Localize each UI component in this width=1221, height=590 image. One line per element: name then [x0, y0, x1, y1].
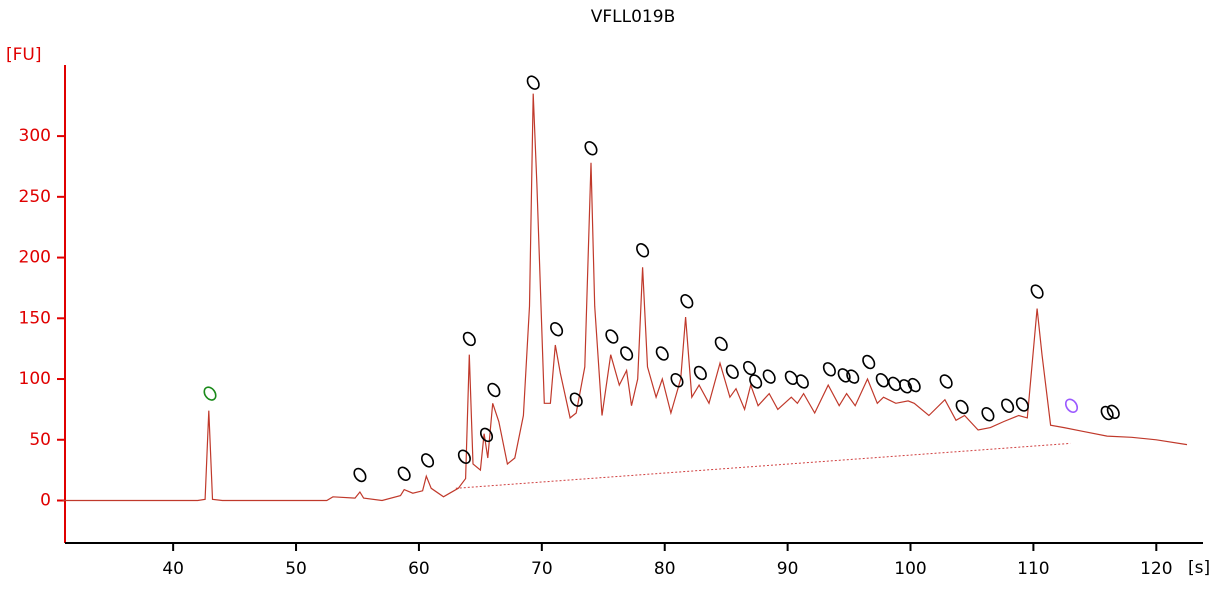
peak-marker — [670, 373, 684, 388]
peak-marker — [784, 370, 798, 386]
peak-marker — [762, 369, 776, 384]
peak-marker — [353, 467, 367, 483]
peak-marker — [888, 376, 902, 392]
peak-marker — [907, 377, 921, 393]
peak-marker — [725, 364, 739, 379]
x-axis-label: [s] — [1188, 558, 1210, 578]
peak-marker — [584, 141, 598, 156]
peak-marker — [605, 329, 619, 344]
peak-marker — [862, 354, 876, 370]
y-tick-label: 200 — [19, 248, 51, 268]
peak-marker — [487, 382, 501, 398]
peak-marker — [981, 407, 995, 422]
y-tick-label: 300 — [19, 126, 51, 146]
trace-line — [62, 93, 1188, 502]
baseline — [455, 442, 1071, 489]
peak-marker — [636, 243, 650, 258]
peak-marker — [693, 365, 707, 381]
peak-marker — [1064, 398, 1079, 413]
peak-marker — [421, 453, 435, 468]
peak-marker — [846, 369, 860, 384]
x-tick-label: 110 — [1017, 559, 1049, 579]
y-tick-label: 250 — [19, 187, 51, 207]
y-tick-label: 50 — [29, 430, 51, 450]
x-tick-label: 70 — [531, 559, 553, 579]
peak-marker — [742, 360, 757, 376]
y-axis-label: [FU] — [6, 45, 42, 65]
peak-marker — [1106, 404, 1120, 420]
peak-marker — [749, 374, 763, 389]
peak-marker — [397, 466, 411, 481]
peak-marker — [462, 331, 476, 347]
peak-marker — [526, 75, 540, 90]
x-tick-label: 50 — [285, 559, 307, 579]
peak-marker — [680, 294, 694, 309]
peak-marker — [822, 362, 836, 377]
peak-marker — [1015, 397, 1029, 412]
x-tick-label: 80 — [654, 559, 676, 579]
x-tick-label: 60 — [408, 559, 430, 579]
y-tick-label: 100 — [19, 369, 51, 389]
peak-marker — [620, 346, 634, 361]
x-tick-label: 100 — [894, 559, 926, 579]
peak-marker — [899, 379, 913, 394]
peak-marker — [1001, 398, 1015, 413]
peak-marker — [955, 399, 969, 415]
peak-marker — [1030, 284, 1044, 299]
peak-marker — [550, 322, 564, 337]
peak-marker — [457, 449, 471, 464]
peak-marker — [939, 374, 953, 389]
y-tick-label: 150 — [19, 308, 51, 328]
peak-marker — [569, 392, 583, 407]
peak-marker — [1100, 405, 1114, 421]
x-tick-label: 40 — [162, 559, 184, 579]
peak-marker — [479, 427, 494, 443]
peak-marker — [795, 374, 809, 389]
chart-title: VFLL019B — [591, 7, 675, 27]
peak-marker — [203, 386, 217, 401]
peak-marker — [714, 336, 728, 352]
peak-marker — [655, 346, 669, 361]
peak-marker — [875, 373, 889, 388]
y-tick-label: 0 — [40, 490, 51, 510]
x-tick-label: 120 — [1140, 559, 1172, 579]
x-tick-label: 90 — [777, 559, 799, 579]
